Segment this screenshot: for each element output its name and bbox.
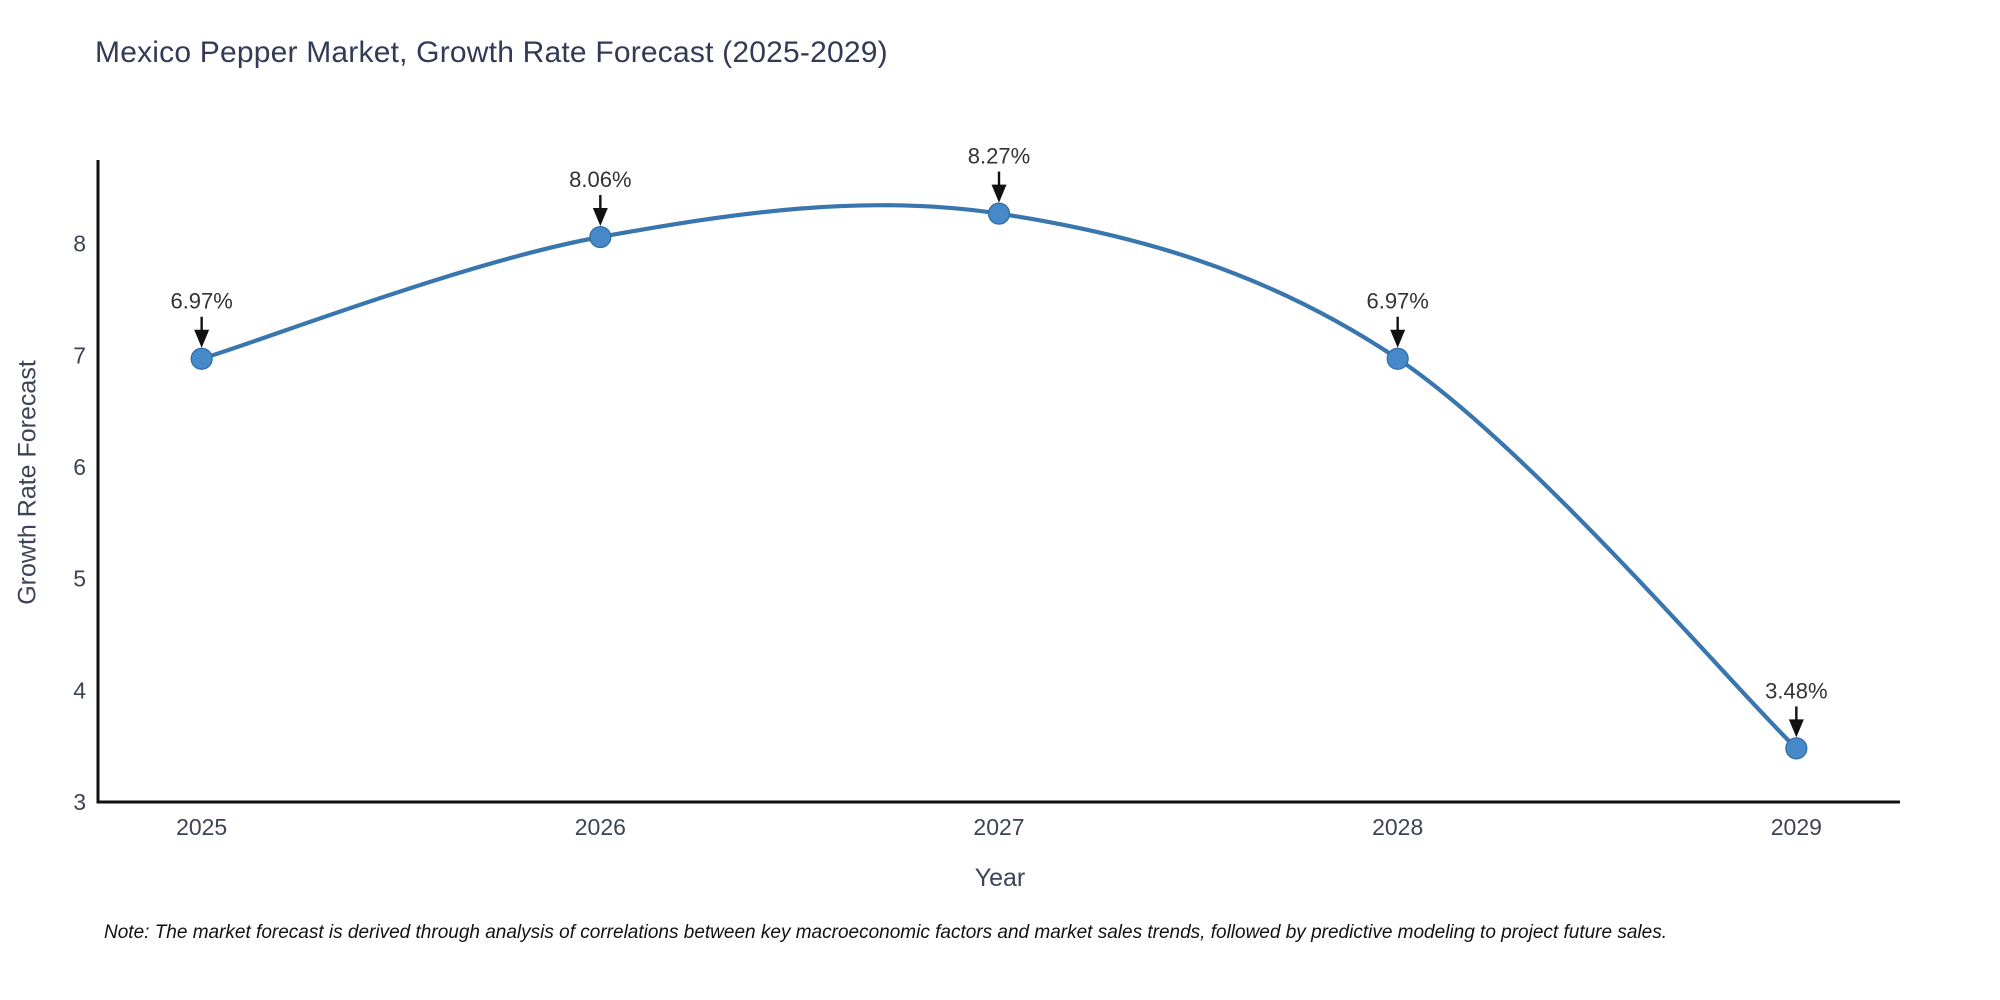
x-tick-label: 2029	[1771, 814, 1822, 840]
annotation-arrow-head	[194, 329, 210, 348]
y-tick-label: 5	[73, 566, 86, 592]
annotation-arrow-head	[1788, 719, 1804, 738]
y-tick-label: 3	[73, 789, 86, 815]
annotation-arrow-head	[592, 208, 608, 227]
chart-footnote: Note: The market forecast is derived thr…	[104, 922, 1667, 943]
chart-title: Mexico Pepper Market, Growth Rate Foreca…	[95, 36, 888, 69]
y-tick-label: 8	[73, 231, 86, 257]
data-point-label: 6.97%	[1366, 289, 1428, 314]
y-axis-title: Growth Rate Forecast	[13, 360, 42, 605]
forecast-line	[199, 203, 1799, 751]
x-tick-label: 2028	[1372, 814, 1423, 840]
data-point-marker	[1785, 737, 1808, 760]
data-point-label: 3.48%	[1765, 678, 1827, 703]
x-tick-label: 2027	[973, 814, 1024, 840]
annotation-arrow-head	[991, 184, 1007, 203]
annotation-arrow-head	[1390, 329, 1406, 348]
data-point-label: 6.97%	[170, 289, 232, 314]
x-tick-label: 2025	[176, 814, 227, 840]
data-point-marker	[1386, 347, 1409, 370]
data-point-marker	[190, 347, 213, 370]
x-tick-label: 2026	[575, 814, 626, 840]
y-tick-label: 4	[73, 677, 86, 703]
y-tick-label: 6	[73, 454, 86, 480]
x-axis-title: Year	[974, 864, 1026, 892]
y-tick-label: 7	[73, 342, 86, 368]
data-point-marker	[589, 225, 612, 249]
data-point-label: 8.27%	[968, 144, 1030, 169]
data-point-marker	[987, 202, 1011, 225]
data-point-label: 8.06%	[569, 167, 631, 192]
